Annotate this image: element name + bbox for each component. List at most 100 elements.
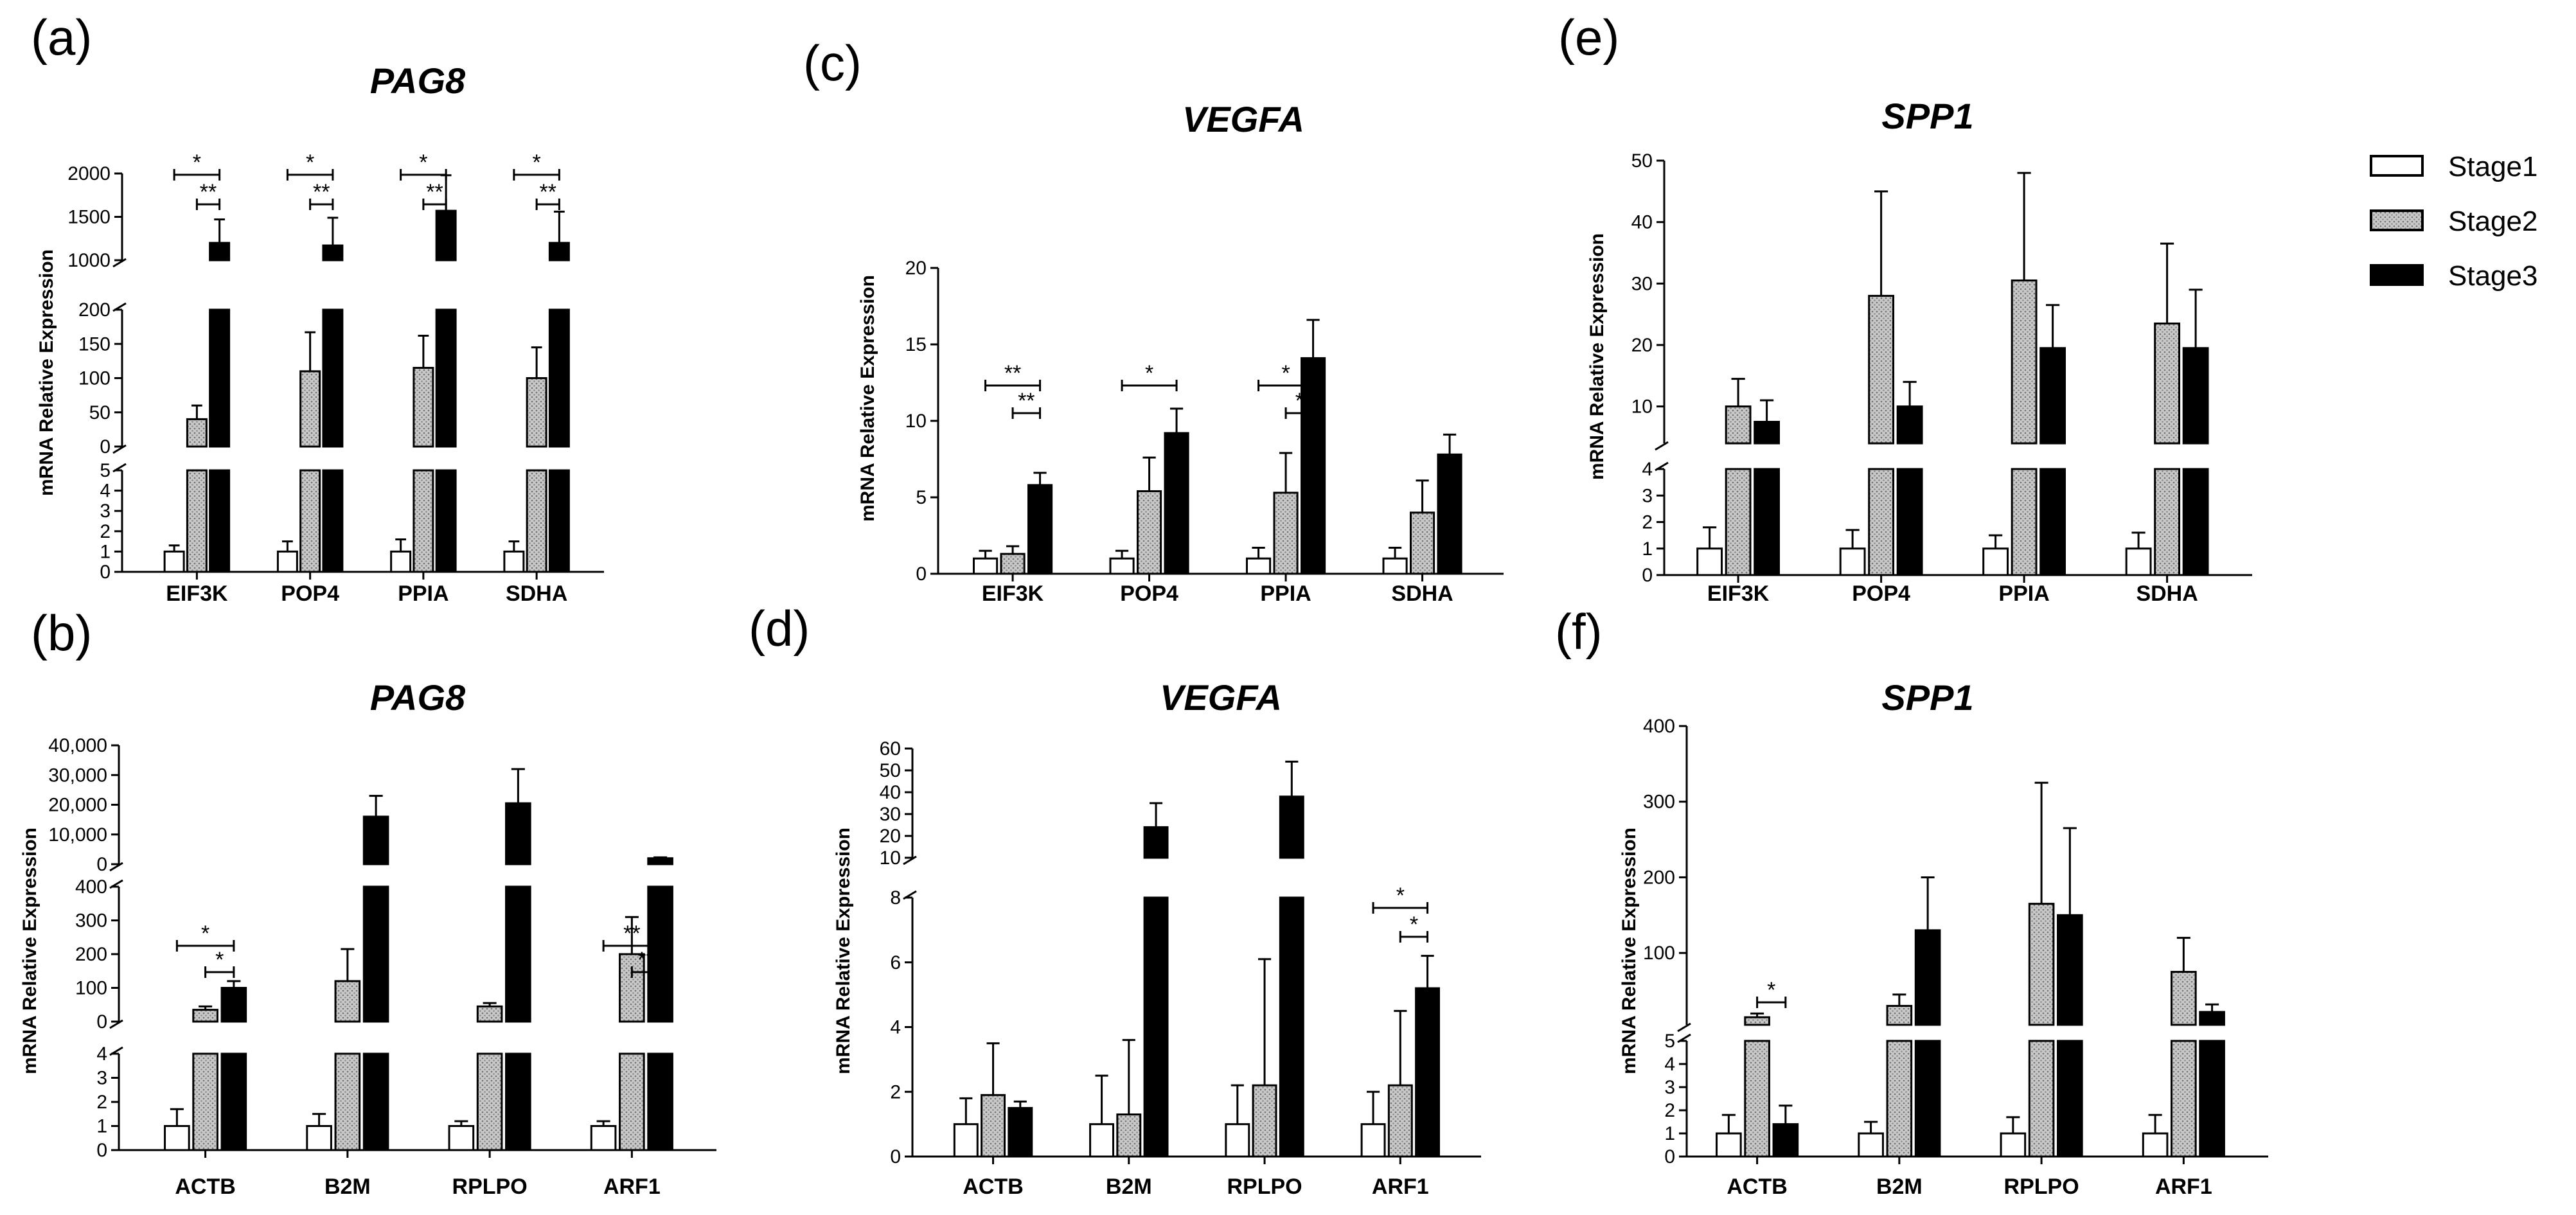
x-tick-label: RPLPO xyxy=(2004,1175,2079,1199)
significance-label: * xyxy=(1145,361,1153,386)
y-tick-label: 0 xyxy=(890,1146,901,1167)
bar-stage2-sdha xyxy=(526,377,547,448)
significance-label: * xyxy=(533,150,541,175)
y-tick-label: 400 xyxy=(75,876,107,898)
bar-stage3-ppia xyxy=(435,209,457,262)
y-tick-label: 0 xyxy=(1642,565,1653,586)
x-tick-label: SDHA xyxy=(1391,581,1453,606)
significance-label: ** xyxy=(1018,389,1035,413)
y-tick-label: 3 xyxy=(100,501,111,522)
significance-label: ** xyxy=(637,948,654,972)
panel-label-b: (b) xyxy=(31,605,92,661)
y-tick-label: 0 xyxy=(96,854,107,875)
y-tick-label: 0 xyxy=(100,436,111,457)
significance-label: * xyxy=(215,948,224,972)
bar-stage2-actb xyxy=(1744,1016,1770,1026)
bar-stage3-pop4 xyxy=(1896,468,1923,576)
significance-label: * xyxy=(193,150,201,175)
significance-label: * xyxy=(1410,912,1418,937)
significance-label: ** xyxy=(540,180,556,204)
axis-break-mark xyxy=(903,855,917,865)
bar-stage2-b2m xyxy=(1116,1113,1142,1158)
y-tick-label: 4 xyxy=(100,481,111,502)
y-tick-label: 20,000 xyxy=(48,795,107,816)
y-tick-label: 0 xyxy=(916,563,927,585)
bar-stage2-rplpo xyxy=(1252,1084,1277,1158)
bar-stage3-actb xyxy=(220,987,247,1023)
y-tick-label: 1000 xyxy=(67,250,111,271)
bar-stage3-pop4 xyxy=(322,308,344,448)
panel-label-c: (c) xyxy=(803,35,862,91)
x-tick-label: ARF1 xyxy=(1372,1175,1429,1199)
y-tick-label: 50 xyxy=(89,402,111,423)
bar-stage2-pop4 xyxy=(299,370,321,448)
bar-stage3-arf1 xyxy=(647,857,673,865)
bar-stage1-arf1 xyxy=(2142,1132,2169,1158)
bar-stage1-rplpo xyxy=(1225,1123,1250,1158)
bar-stage3-arf1 xyxy=(647,885,673,1023)
x-tick-label: PPIA xyxy=(1998,581,2049,606)
bar-stage2-pop4 xyxy=(299,469,321,573)
y-tick-label: 100 xyxy=(78,368,111,389)
y-tick-label: 20 xyxy=(1631,335,1653,356)
bar-stage3-b2m xyxy=(1143,896,1169,1158)
bar-stage1-b2m xyxy=(1858,1132,1884,1158)
legend-entry-stage1: Stage1 xyxy=(2370,151,2537,182)
panel-label-a: (a) xyxy=(31,9,92,66)
bar-stage1-pop4 xyxy=(1109,557,1135,575)
y-axis-label-c: mRNA Relative Expression xyxy=(857,275,878,522)
bar-stage3-eif3k xyxy=(209,469,231,573)
bar-stage1-eif3k xyxy=(1696,547,1723,576)
bar-stage2-arf1 xyxy=(619,1052,645,1151)
legend-label-stage3: Stage3 xyxy=(2448,260,2537,292)
y-axis-label-a: mRNA Relative Expression xyxy=(36,249,57,496)
bar-stage3-ppia xyxy=(1301,357,1326,575)
y-tick-label: 4 xyxy=(1642,459,1653,480)
bar-stage2-ppia xyxy=(2011,279,2038,445)
bar-stage3-sdha xyxy=(1437,453,1462,575)
y-tick-label: 400 xyxy=(1643,716,1675,737)
significance-label: * xyxy=(1767,978,1775,1002)
y-axis-label-e: mRNA Relative Expression xyxy=(1586,233,1608,480)
bar-stage2-arf1 xyxy=(2171,971,2197,1026)
y-tick-label: 3 xyxy=(1664,1077,1675,1098)
x-tick-label: POP4 xyxy=(1120,581,1178,606)
y-tick-label: 4 xyxy=(1664,1054,1675,1075)
bar-stage1-actb xyxy=(953,1123,979,1158)
bar-stage3-arf1 xyxy=(2199,1011,2225,1026)
axis-break-mark xyxy=(109,862,123,872)
x-tick-label: RPLPO xyxy=(1227,1175,1302,1199)
y-tick-label: 200 xyxy=(75,944,107,965)
bar-stage2-pop4 xyxy=(1868,468,1895,576)
panel-e: (e) SPP1 mRNA Relative Expression 0 1 2 3 4 1… xyxy=(1558,9,2252,606)
axis-break-mark xyxy=(1677,1033,1691,1043)
bar-stage3-rplpo xyxy=(505,1052,531,1151)
bar-stage3-eif3k xyxy=(1754,421,1781,445)
significance-label: * xyxy=(1281,361,1290,386)
bar-stage3-actb xyxy=(1008,1106,1033,1158)
y-tick-label: 2 xyxy=(890,1081,901,1103)
legend-swatch-stage3 xyxy=(2370,264,2424,286)
significance-label: ** xyxy=(200,180,217,204)
bar-stage2-actb xyxy=(192,1052,218,1151)
y-tick-label: 2000 xyxy=(67,163,111,184)
y-tick-label: 200 xyxy=(78,299,111,321)
chart-title-e: SPP1 xyxy=(1881,96,1973,136)
y-tick-label: 100 xyxy=(75,978,107,999)
y-tick-label: 2 xyxy=(100,521,111,542)
bar-stage2-b2m xyxy=(334,1052,361,1151)
y-tick-label: 1 xyxy=(1664,1123,1675,1144)
x-tick-label: ACTB xyxy=(175,1175,235,1199)
bar-stage3-actb xyxy=(1772,1123,1799,1158)
bar-stage3-b2m xyxy=(362,815,389,865)
axis-break-mark xyxy=(112,463,127,473)
bar-stage3-sdha xyxy=(548,242,570,262)
x-tick-label: ACTB xyxy=(963,1175,1023,1199)
bar-stage2-pop4 xyxy=(1137,490,1162,575)
x-tick-label: PPIA xyxy=(398,581,449,606)
bar-stage1-eif3k xyxy=(163,550,185,573)
axis-break-mark xyxy=(112,258,127,268)
panel-label-d: (d) xyxy=(749,600,810,657)
